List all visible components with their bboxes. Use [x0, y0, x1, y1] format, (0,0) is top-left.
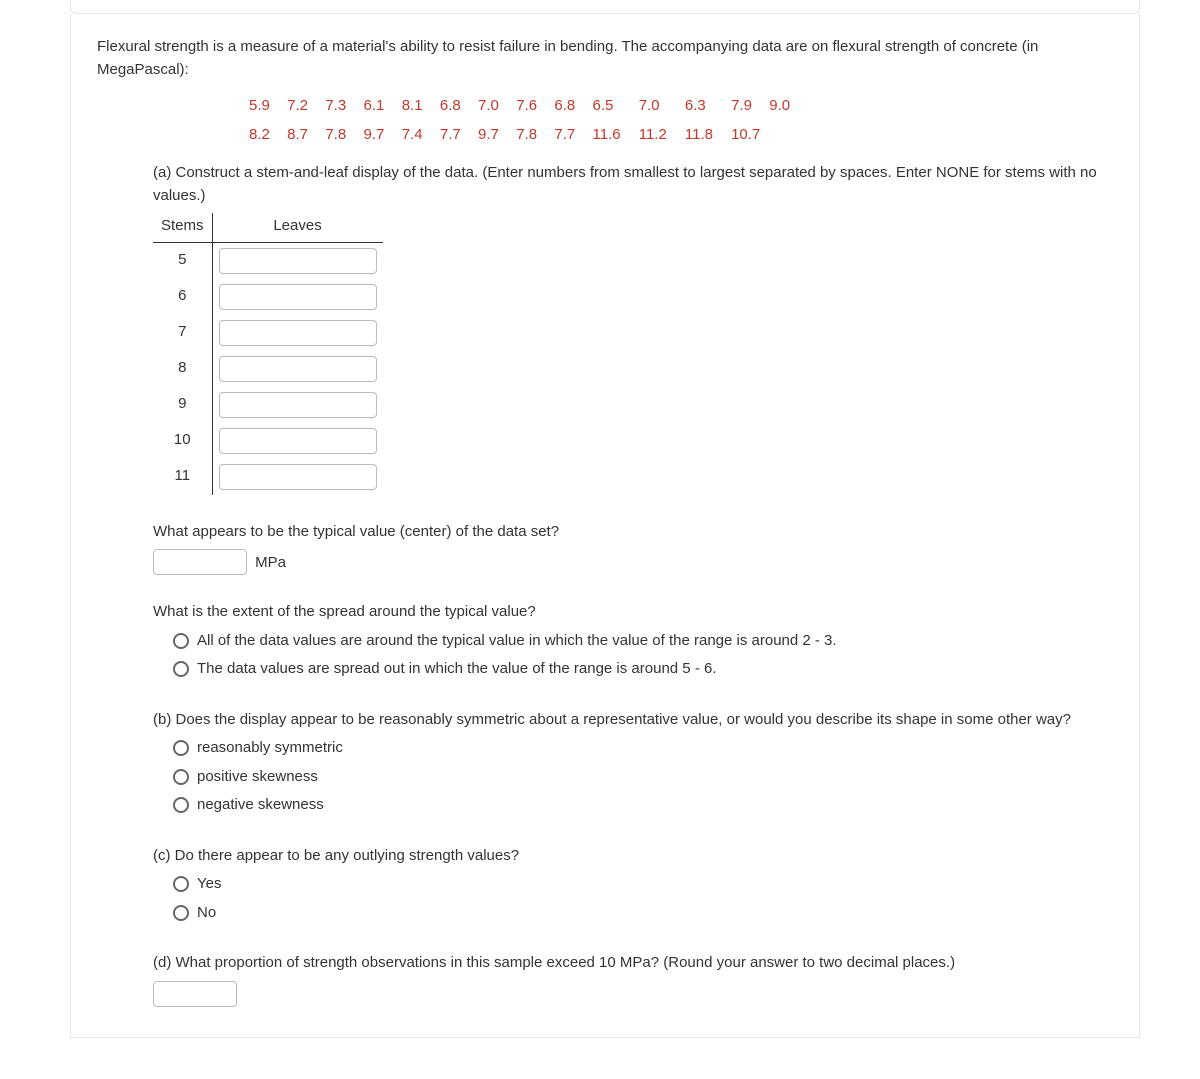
option-label: reasonably symmetric	[197, 737, 343, 760]
v: 6.8	[440, 95, 474, 118]
option-label: positive skewness	[197, 766, 318, 789]
proportion-input[interactable]	[153, 981, 237, 1007]
typical-prompt: What appears to be the typical value (ce…	[153, 521, 1113, 544]
v: 7.8	[325, 124, 359, 147]
radio-icon	[173, 876, 189, 892]
leaves-input-8[interactable]	[219, 356, 377, 382]
part-b-option-1[interactable]: reasonably symmetric	[173, 737, 1113, 760]
data-values: 5.9 7.2 7.3 6.1 8.1 6.8 7.0 7.6 6.8 6.5 …	[249, 95, 1113, 146]
part-b-option-3[interactable]: negative skewness	[173, 794, 1113, 817]
v: 7.0	[478, 95, 512, 118]
v: 8.2	[249, 124, 283, 147]
page: Flexural strength is a measure of a mate…	[0, 0, 1200, 1038]
spread-options: All of the data values are around the ty…	[173, 630, 1113, 681]
radio-icon	[173, 661, 189, 677]
v: 7.3	[325, 95, 359, 118]
unit-mpa: MPa	[255, 554, 286, 571]
part-c-prompt: (c) Do there appear to be any outlying s…	[153, 845, 1113, 868]
v: 6.8	[554, 95, 588, 118]
v: 7.2	[287, 95, 321, 118]
v: 7.7	[554, 124, 588, 147]
card-top-edge	[70, 0, 1140, 14]
stem-5: 5	[153, 242, 212, 279]
spread-prompt: What is the extent of the spread around …	[153, 601, 1113, 624]
leaves-header: Leaves	[212, 213, 383, 242]
v: 7.9	[731, 95, 765, 118]
stem-9: 9	[153, 387, 212, 423]
data-row-1: 5.9 7.2 7.3 6.1 8.1 6.8 7.0 7.6 6.8 6.5 …	[249, 95, 1113, 118]
spread-option-1[interactable]: All of the data values are around the ty…	[173, 630, 1113, 653]
v: 9.0	[769, 95, 803, 118]
v: 11.8	[685, 124, 727, 147]
question-card: Flexural strength is a measure of a mate…	[70, 14, 1140, 1038]
typical-value-q: What appears to be the typical value (ce…	[153, 521, 1113, 576]
radio-icon	[173, 769, 189, 785]
v: 9.7	[478, 124, 512, 147]
option-label: The data values are spread out in which …	[197, 658, 717, 681]
part-a: (a) Construct a stem-and-leaf display of…	[153, 162, 1113, 681]
leaves-input-6[interactable]	[219, 284, 377, 310]
part-c-option-no[interactable]: No	[173, 902, 1113, 925]
stem-10: 10	[153, 423, 212, 459]
leaves-input-9[interactable]	[219, 392, 377, 418]
option-label: negative skewness	[197, 794, 324, 817]
stem-leaf-table: Stems Leaves 5 6 7 8	[153, 213, 383, 495]
data-row-2: 8.2 8.7 7.8 9.7 7.4 7.7 9.7 7.8 7.7 11.6…	[249, 124, 1113, 147]
stem-6: 6	[153, 279, 212, 315]
part-d-prompt: (d) What proportion of strength observat…	[153, 952, 1113, 975]
radio-icon	[173, 740, 189, 756]
part-d: (d) What proportion of strength observat…	[153, 952, 1113, 1007]
v: 9.7	[364, 124, 398, 147]
v: 6.1	[364, 95, 398, 118]
part-c-option-yes[interactable]: Yes	[173, 873, 1113, 896]
spread-option-2[interactable]: The data values are spread out in which …	[173, 658, 1113, 681]
part-b: (b) Does the display appear to be reason…	[153, 709, 1113, 817]
v: 7.7	[440, 124, 474, 147]
stem-11: 11	[153, 459, 212, 495]
v: 8.1	[402, 95, 436, 118]
v: 6.3	[685, 95, 727, 118]
part-c: (c) Do there appear to be any outlying s…	[153, 845, 1113, 925]
leaves-input-10[interactable]	[219, 428, 377, 454]
part-a-prompt: (a) Construct a stem-and-leaf display of…	[153, 162, 1113, 207]
radio-icon	[173, 633, 189, 649]
v: 11.6	[593, 124, 635, 147]
stem-7: 7	[153, 315, 212, 351]
typical-value-input[interactable]	[153, 549, 247, 575]
leaves-input-11[interactable]	[219, 464, 377, 490]
leaves-input-5[interactable]	[219, 248, 377, 274]
option-label: All of the data values are around the ty…	[197, 630, 837, 653]
option-label: Yes	[197, 873, 221, 896]
part-b-options: reasonably symmetric positive skewness n…	[173, 737, 1113, 817]
part-c-options: Yes No	[173, 873, 1113, 924]
leaves-input-7[interactable]	[219, 320, 377, 346]
option-label: No	[197, 902, 216, 925]
radio-icon	[173, 797, 189, 813]
v: 6.5	[593, 95, 635, 118]
v: 7.0	[639, 95, 681, 118]
intro-text: Flexural strength is a measure of a mate…	[97, 36, 1113, 81]
v: 7.4	[402, 124, 436, 147]
v: 7.6	[516, 95, 550, 118]
v: 10.7	[731, 124, 773, 147]
v: 11.2	[639, 124, 681, 147]
v: 5.9	[249, 95, 283, 118]
stems-header: Stems	[153, 213, 212, 242]
v: 7.8	[516, 124, 550, 147]
part-b-prompt: (b) Does the display appear to be reason…	[153, 709, 1113, 732]
radio-icon	[173, 905, 189, 921]
stem-8: 8	[153, 351, 212, 387]
part-b-option-2[interactable]: positive skewness	[173, 766, 1113, 789]
spread-q: What is the extent of the spread around …	[153, 601, 1113, 681]
v: 8.7	[287, 124, 321, 147]
